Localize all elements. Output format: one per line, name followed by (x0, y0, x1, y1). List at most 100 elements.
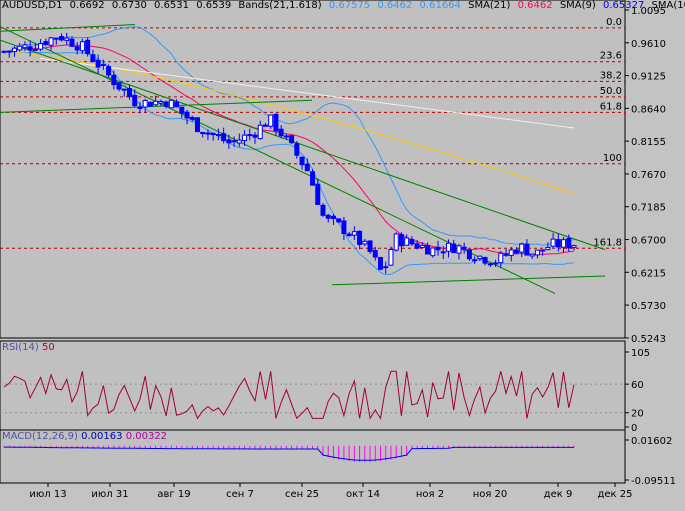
candlesticks (1, 32, 577, 274)
candle-body (200, 131, 206, 135)
time-tick-label: сен 7 (226, 489, 254, 500)
candle-body (168, 99, 174, 109)
macd-panel-bg (0, 429, 626, 484)
candle-body (435, 246, 441, 251)
candle-body (508, 249, 514, 256)
candle-body (362, 240, 368, 245)
candle-body (440, 251, 446, 254)
sma21-line (3, 44, 575, 255)
candle-body (315, 183, 321, 205)
bollinger-upper (3, 26, 575, 246)
candle-body (513, 249, 519, 254)
fib-label: 0.0 (606, 17, 622, 28)
time-tick-label: авг 19 (157, 489, 190, 500)
candle-body (116, 82, 122, 90)
candle-body (472, 259, 478, 262)
candle-body (79, 41, 85, 52)
candle-body (304, 163, 310, 172)
fib-label: 50.0 (600, 86, 622, 97)
bands-label: Bands(21,1.618) (238, 0, 322, 11)
candle-body (132, 94, 138, 107)
candle-body (393, 233, 399, 251)
candle-body (158, 100, 164, 104)
candle-body (205, 132, 211, 135)
price-tick-label: 0.5730 (631, 301, 666, 312)
bands-value-3: 0.61664 (419, 0, 461, 11)
candle-body (257, 124, 263, 140)
candle-body (336, 218, 342, 223)
close-value: 0.6539 (196, 0, 232, 11)
macd-panel: 0.01602 -0.09511 (3, 436, 676, 487)
sma9-label: SMA(9) (559, 0, 596, 11)
candle-body (346, 233, 352, 237)
candle-body (189, 116, 195, 120)
price-tick-label: 1.0095 (631, 6, 666, 17)
candle-body (268, 114, 274, 127)
candle-body (445, 242, 451, 252)
rsi-tick-label: 105 (631, 348, 650, 359)
candle-body (127, 88, 133, 98)
candle-body (571, 244, 577, 248)
candle-body (555, 239, 561, 248)
rsi-tick-label: 20 (631, 409, 644, 420)
candle-body (106, 66, 112, 76)
candle-body (262, 124, 268, 127)
sma21-value: 0.6462 (517, 0, 553, 11)
bands-value-1: 0.67575 (328, 0, 371, 11)
candle-body (100, 64, 106, 67)
candle-body (561, 239, 567, 248)
candle-body (425, 244, 431, 255)
candle-body (325, 214, 331, 219)
candle-body (388, 248, 394, 266)
candle-body (95, 59, 101, 68)
macd-label: MACD(12,26,9) (2, 431, 78, 442)
candle-body (231, 140, 237, 143)
candle-body (153, 100, 159, 106)
candle-body (59, 36, 65, 41)
candle-body (278, 128, 284, 137)
candle-body (540, 249, 546, 252)
rsi-value: 50 (41, 342, 55, 353)
fib-label: 38.2 (600, 70, 622, 81)
time-tick-label: дек 25 (597, 489, 632, 500)
candle-body (414, 243, 420, 249)
candle-body (194, 117, 200, 133)
candle-body (242, 134, 248, 142)
candle-body (566, 237, 572, 249)
candle-body (294, 143, 300, 156)
price-tick-label: 0.9610 (631, 39, 666, 50)
time-tick-label: сен 25 (285, 489, 319, 500)
bands-value-2: 0.6462 (377, 0, 413, 11)
candle-body (519, 243, 525, 253)
candle-body (430, 247, 436, 257)
candle-body (43, 41, 49, 46)
candle-body (283, 135, 289, 138)
candle-body (487, 263, 493, 266)
time-tick-label: июл 13 (29, 489, 66, 500)
fib-label: 100 (603, 153, 622, 164)
candle-body (357, 230, 363, 245)
candle-body (27, 46, 33, 51)
candle-body (147, 101, 153, 107)
macd-value-2: 0.00322 (125, 431, 168, 442)
candle-body (226, 139, 232, 144)
candle-body (17, 45, 23, 51)
candle-body (121, 88, 127, 91)
candle-body (310, 171, 316, 186)
candle-body (524, 243, 530, 256)
candle-body (1, 50, 7, 53)
time-tick-label: ноя 2 (416, 489, 444, 500)
sma21-label: SMA(21) (468, 0, 511, 11)
candle-body (53, 37, 59, 40)
candle-body (111, 74, 117, 86)
high-value: 0.6730 (111, 0, 147, 11)
rsi-tick-label: 60 (631, 380, 644, 391)
candle-body (215, 134, 221, 137)
candle-body (247, 134, 253, 137)
candle-body (482, 257, 488, 264)
candle-body (64, 37, 70, 41)
candle-body (299, 156, 305, 166)
candle-body (534, 249, 540, 256)
open-value: 0.6692 (69, 0, 105, 11)
